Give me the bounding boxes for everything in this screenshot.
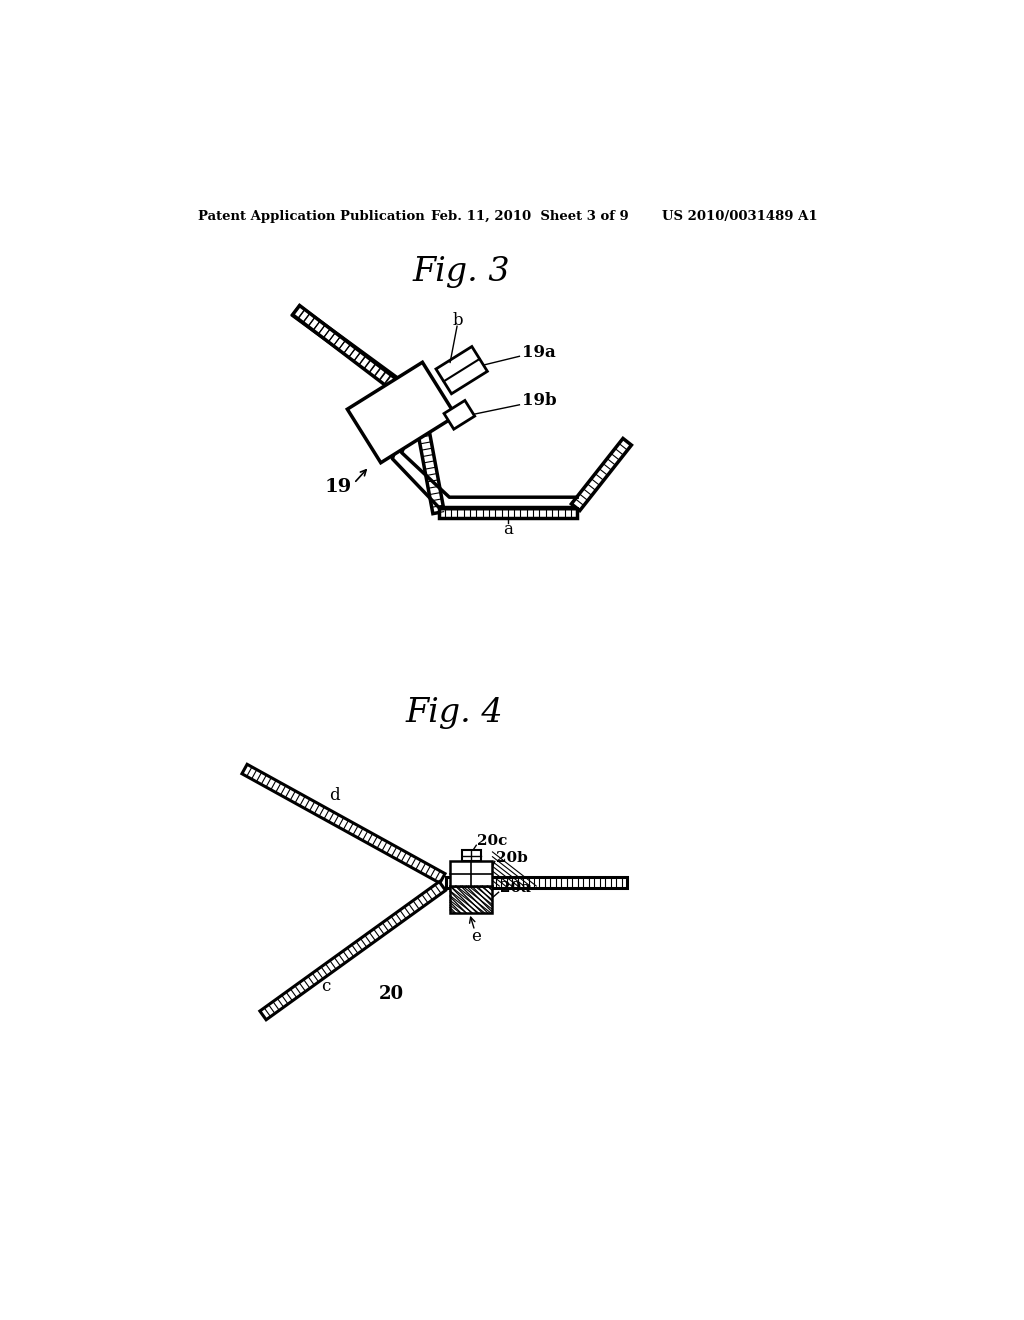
Text: 20b: 20b xyxy=(497,850,528,865)
Text: 20c: 20c xyxy=(477,834,508,849)
Text: 19b: 19b xyxy=(521,392,556,409)
Text: Fig. 3: Fig. 3 xyxy=(413,256,511,288)
Text: Patent Application Publication: Patent Application Publication xyxy=(199,210,425,223)
Text: e: e xyxy=(471,928,481,945)
Polygon shape xyxy=(446,876,628,887)
Polygon shape xyxy=(571,438,632,511)
Text: Feb. 11, 2010  Sheet 3 of 9: Feb. 11, 2010 Sheet 3 of 9 xyxy=(431,210,629,223)
Text: 19: 19 xyxy=(325,478,352,496)
Text: US 2010/0031489 A1: US 2010/0031489 A1 xyxy=(662,210,817,223)
Polygon shape xyxy=(438,507,578,517)
Text: 20a: 20a xyxy=(500,882,531,895)
Text: Fig. 4: Fig. 4 xyxy=(406,697,503,729)
Polygon shape xyxy=(436,347,487,393)
Text: a: a xyxy=(503,521,513,539)
Polygon shape xyxy=(444,400,475,429)
Bar xyxy=(462,850,481,862)
Polygon shape xyxy=(260,882,445,1020)
Text: c: c xyxy=(322,978,331,995)
Polygon shape xyxy=(347,362,456,463)
Polygon shape xyxy=(293,305,422,408)
Text: 19a: 19a xyxy=(521,345,555,360)
Polygon shape xyxy=(413,404,444,513)
Bar xyxy=(451,886,493,913)
Polygon shape xyxy=(293,306,418,401)
Text: 20: 20 xyxy=(379,985,403,1003)
Polygon shape xyxy=(242,764,445,883)
Bar xyxy=(451,862,493,886)
Text: d: d xyxy=(330,788,340,804)
Text: b: b xyxy=(453,312,463,329)
